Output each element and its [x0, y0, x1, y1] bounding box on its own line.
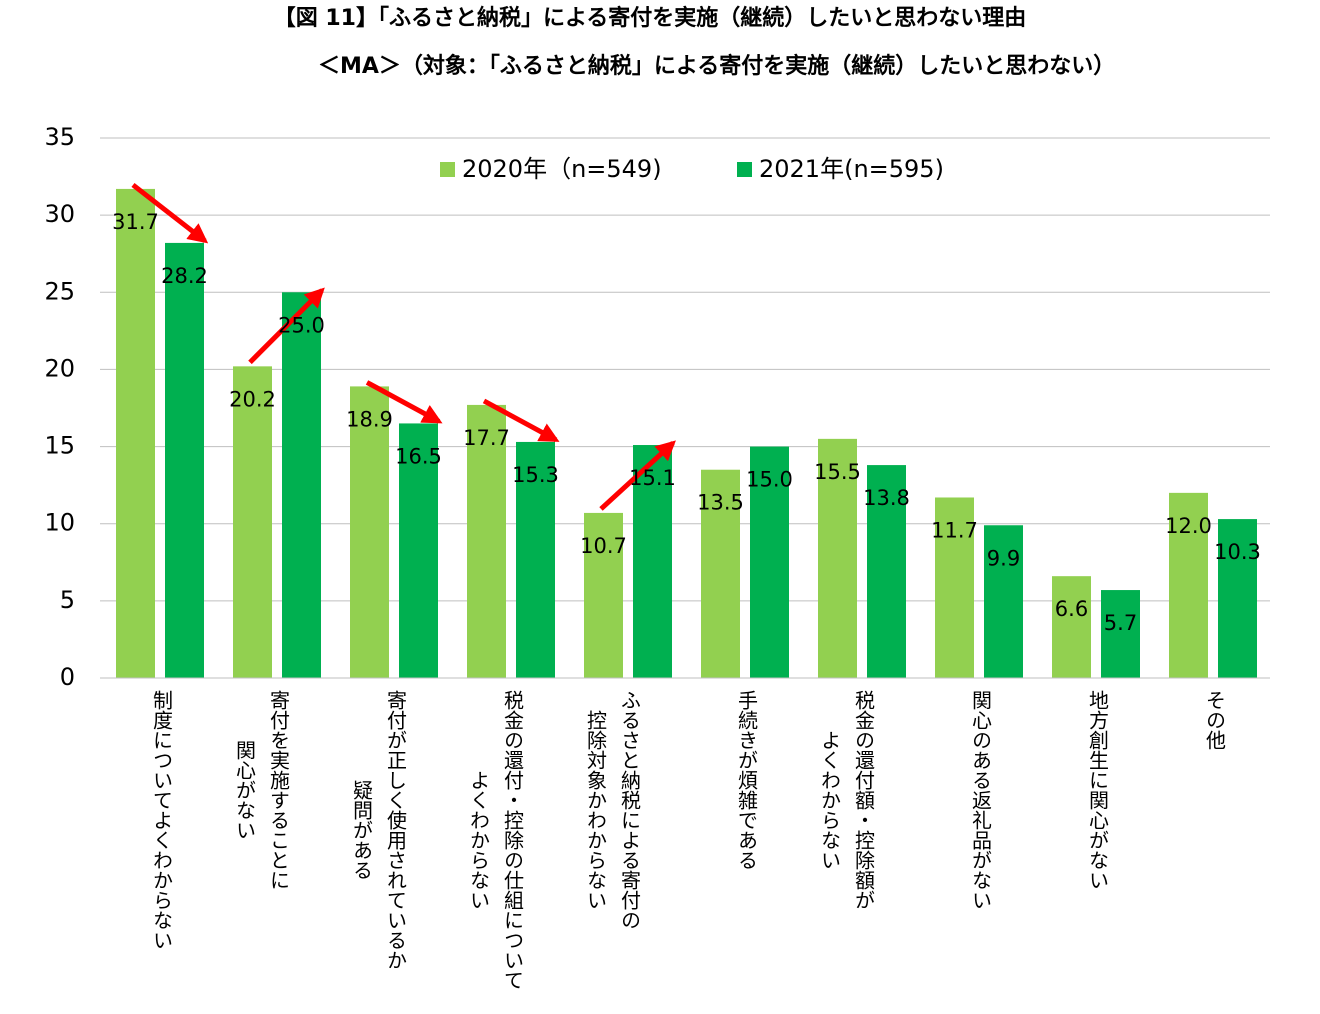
value-label: 25.0	[278, 313, 325, 337]
bar	[467, 404, 506, 678]
x-tick-label: よくわからない	[818, 730, 842, 870]
value-label: 10.3	[1214, 540, 1261, 564]
bar	[516, 441, 555, 678]
bar	[867, 465, 906, 678]
y-tick-label: 10	[44, 509, 75, 537]
chart-subtitle: ＜MA＞（対象：「ふるさと納税」による寄付を実施（継続）したいと思わない）	[318, 53, 1115, 79]
value-label: 18.9	[346, 407, 393, 431]
legend-label: 2021年(n=595)	[759, 155, 944, 183]
x-tick-label: 寄付を実施することに	[267, 690, 291, 890]
bar	[350, 386, 389, 678]
bar	[1218, 519, 1257, 678]
bar	[701, 469, 740, 678]
x-tick-label: 制度についてよくわからない	[150, 690, 174, 950]
value-label: 9.9	[987, 546, 1020, 570]
value-label: 13.5	[697, 491, 744, 515]
chart-title: 【図 11】「ふるさと納税」による寄付を実施（継続）したいと思わない理由	[274, 5, 1027, 31]
bar	[584, 512, 623, 678]
x-tick-label: よくわからない	[467, 770, 491, 910]
x-tick-label: 税金の還付・控除の仕組について	[501, 690, 525, 990]
bar	[165, 242, 204, 678]
legend-label: 2020年（n=549)	[462, 155, 662, 183]
value-label: 20.2	[229, 387, 276, 411]
value-label: 15.1	[629, 466, 676, 490]
y-tick-label: 30	[44, 200, 75, 228]
trend-arrow	[599, 440, 676, 511]
bar	[1052, 576, 1091, 678]
value-label: 31.7	[112, 210, 159, 234]
bar	[935, 497, 974, 678]
trend-arrow	[131, 182, 209, 244]
x-tick-label: 控除対象かわからない	[584, 710, 608, 910]
bar	[633, 445, 672, 678]
bar	[984, 525, 1023, 678]
trend-arrow	[248, 287, 325, 365]
value-label: 15.3	[512, 463, 559, 487]
y-tick-label: 20	[44, 354, 75, 382]
x-tick-label: ふるさと納税による寄付の	[618, 690, 642, 930]
value-label: 17.7	[463, 426, 510, 450]
bar	[399, 423, 438, 678]
y-tick-label: 5	[60, 586, 75, 614]
value-label: 6.6	[1055, 597, 1088, 621]
x-tick-label: 手続きが煩雑である	[735, 690, 759, 870]
value-label: 12.0	[1165, 514, 1212, 538]
bar	[282, 292, 321, 678]
value-label: 28.2	[161, 264, 208, 288]
x-tick-label: 関心がない	[233, 740, 257, 840]
x-tick-label: 寄付が正しく使用されているか	[384, 690, 408, 970]
y-tick-label: 35	[44, 123, 75, 151]
x-tick-label: その他	[1203, 690, 1227, 750]
value-label: 13.8	[863, 486, 910, 510]
legend-swatch	[440, 162, 455, 177]
bar	[1101, 590, 1140, 678]
value-label: 15.5	[814, 460, 861, 484]
y-tick-label: 0	[60, 663, 75, 691]
value-label: 10.7	[580, 534, 627, 558]
y-tick-label: 25	[44, 277, 75, 305]
x-tick-label: 地方創生に関心がない	[1086, 690, 1110, 890]
bar	[1169, 492, 1208, 678]
bar	[233, 366, 272, 678]
bar	[750, 446, 789, 678]
x-tick-label: 税金の還付額・控除額が	[852, 690, 876, 910]
value-label: 5.7	[1104, 611, 1137, 635]
trend-arrow	[482, 398, 560, 443]
y-tick-label: 15	[44, 432, 75, 460]
bar	[818, 438, 857, 678]
value-label: 11.7	[931, 518, 978, 542]
legend-swatch	[737, 162, 752, 177]
value-label: 15.0	[746, 468, 793, 492]
trend-arrow	[365, 380, 443, 424]
value-label: 16.5	[395, 444, 442, 468]
x-tick-label: 疑問がある	[350, 780, 374, 880]
bar	[116, 188, 155, 678]
x-tick-label: 関心のある返礼品がない	[969, 690, 993, 910]
